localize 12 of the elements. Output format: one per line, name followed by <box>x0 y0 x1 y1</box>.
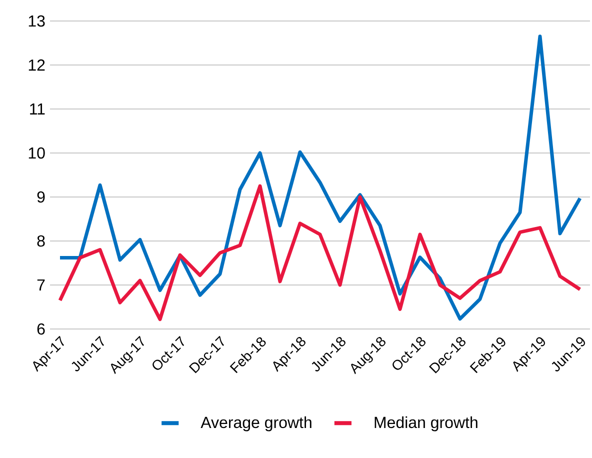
y-tick-label: 12 <box>28 59 45 71</box>
line-series <box>58 184 582 322</box>
y-tick-label: 13 <box>28 15 45 27</box>
legend-label: Average growth <box>200 416 312 432</box>
y-tick-label: 10 <box>28 147 45 159</box>
y-tick-label: 7 <box>37 279 45 290</box>
line-series <box>58 34 582 321</box>
y-tick-label: 9 <box>37 191 45 203</box>
legend-label: Median growth <box>374 416 478 432</box>
y-tick-label: 11 <box>30 103 45 115</box>
y-tick-label: 6 <box>37 323 45 335</box>
y-tick-label: 8 <box>37 235 45 247</box>
